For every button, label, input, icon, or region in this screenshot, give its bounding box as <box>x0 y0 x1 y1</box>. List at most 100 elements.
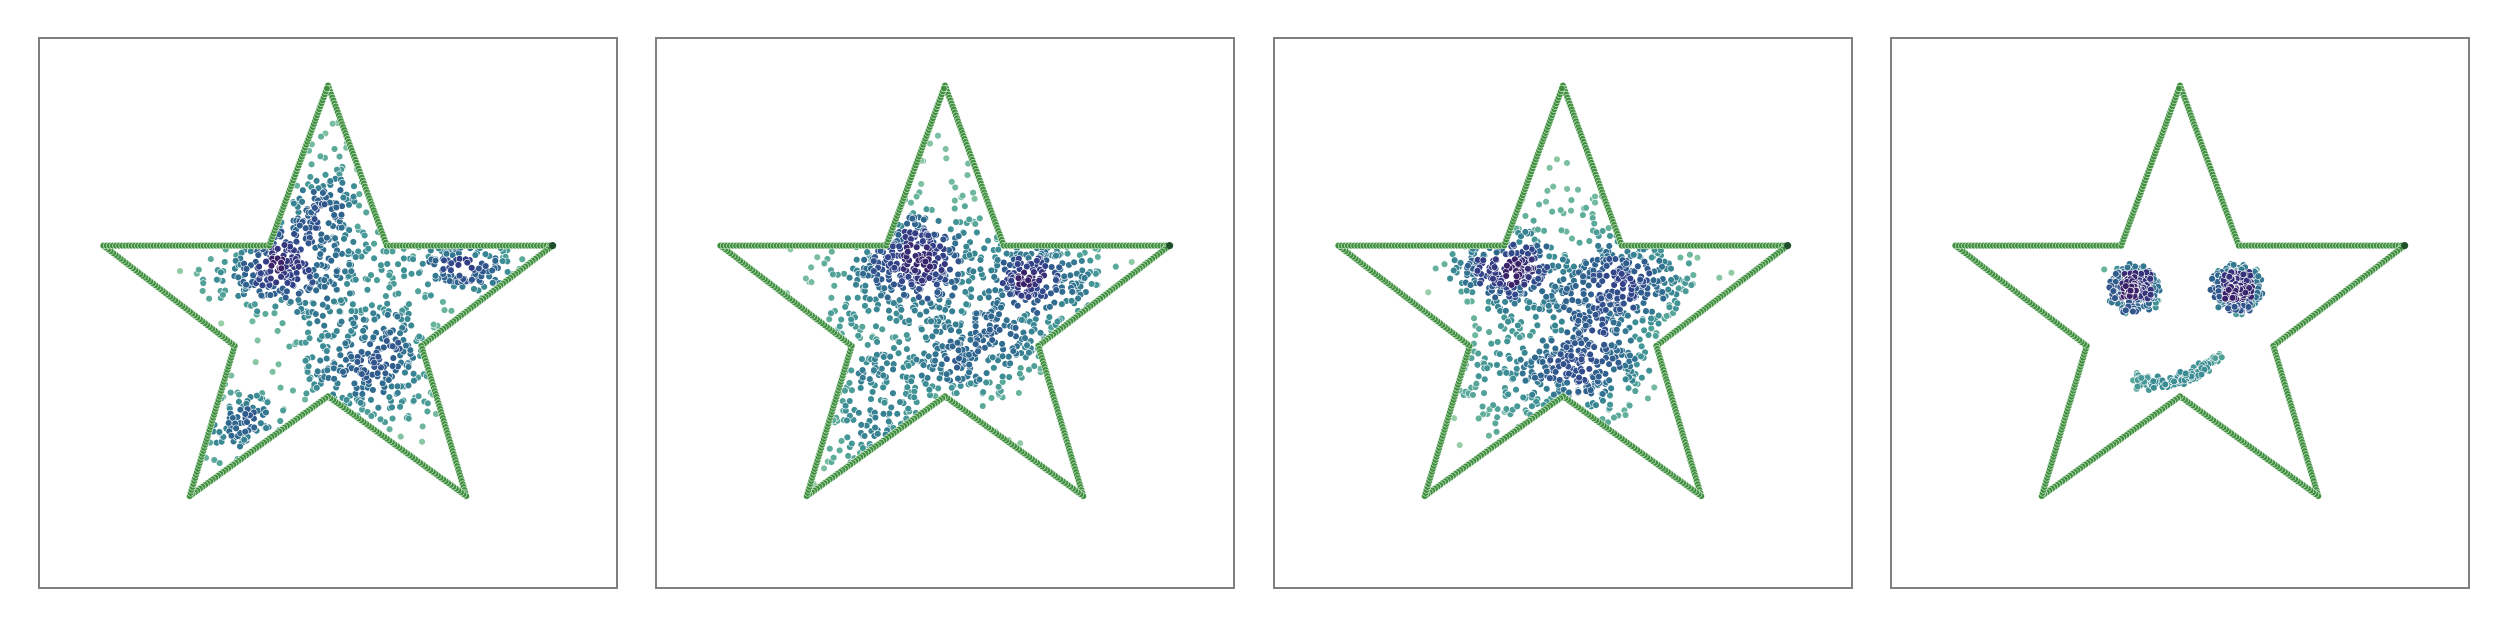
scatter-point <box>1543 367 1551 376</box>
scatter-point <box>330 375 338 383</box>
scatter-point <box>1070 258 1078 266</box>
scatter-point <box>890 344 898 352</box>
scatter-point <box>1493 338 1502 346</box>
scatter-point <box>1041 262 1049 270</box>
scatter-point <box>1557 206 1565 214</box>
scatter-point <box>991 286 1000 294</box>
scatter-point <box>836 322 844 331</box>
scatter-point <box>952 218 960 226</box>
scatter-point <box>858 366 867 374</box>
scatter-point <box>1450 266 1458 275</box>
scatter-point <box>278 319 287 327</box>
scatter-point <box>942 145 950 153</box>
scatter-point <box>1590 276 1598 285</box>
scatter-point <box>1559 268 1567 276</box>
scatter-point <box>880 398 889 407</box>
scatter-point <box>1094 253 1102 261</box>
scatter-point <box>859 270 867 278</box>
scatter-point <box>355 201 363 210</box>
scatter-point <box>877 291 885 300</box>
scatter-point <box>871 423 879 432</box>
scatter-point <box>955 327 963 336</box>
scatter-point <box>962 243 971 251</box>
scatter-point <box>316 250 325 258</box>
scatter-point <box>935 374 944 382</box>
scatter-point <box>446 277 454 285</box>
scatter-point <box>414 392 423 400</box>
scatter-point <box>400 254 408 263</box>
scatter-point <box>310 215 319 223</box>
scatter-point <box>267 262 276 270</box>
scatter-point <box>1575 329 1583 337</box>
scatter-point <box>370 254 378 262</box>
scatter-point <box>1060 272 1068 281</box>
scatter-point <box>925 352 933 360</box>
scatter-point <box>955 354 963 363</box>
scatter-point <box>1647 314 1655 323</box>
scatter-point <box>1497 322 1505 330</box>
scatter-point <box>866 375 874 383</box>
scatter-point <box>885 417 893 426</box>
scatter-point <box>381 369 390 377</box>
scatter-point <box>1727 269 1736 277</box>
scatter-point <box>1078 257 1086 265</box>
scatter-point <box>1667 276 1675 284</box>
scatter-point <box>861 302 869 310</box>
scatter-point <box>973 228 981 237</box>
scatter-point <box>217 319 225 328</box>
scatter-point <box>2150 384 2158 392</box>
scatter-point <box>199 279 207 287</box>
scatter-point <box>916 311 924 319</box>
scatter-point <box>820 464 828 473</box>
scatter-point <box>1050 298 1059 307</box>
scatter-point <box>363 286 372 294</box>
scatter-point <box>922 205 931 213</box>
scatter-point <box>323 366 331 374</box>
scatter-point <box>1542 242 1551 251</box>
scatter-point <box>1532 397 1540 406</box>
scatter-point <box>997 303 1005 312</box>
scatter-point <box>854 332 862 340</box>
scatter-point <box>1548 207 1556 216</box>
scatter-point <box>320 200 329 208</box>
scatter-point <box>1594 242 1602 250</box>
scatter-point <box>489 279 497 287</box>
scatter-point <box>1599 396 1607 405</box>
scatter-point <box>1502 272 1510 280</box>
scatter-point <box>240 436 248 444</box>
scatter-point <box>1512 272 1521 280</box>
scatter-point <box>1055 263 1063 272</box>
scatter-point <box>894 349 903 357</box>
scatter-point <box>1025 366 1033 374</box>
scatter-point <box>1519 369 1527 378</box>
scatter-point <box>948 307 956 315</box>
scatter-point <box>440 306 449 314</box>
scatter-point <box>1575 239 1584 247</box>
scatter-point <box>1553 155 1561 163</box>
scatter-point <box>1621 411 1630 419</box>
scatter-point <box>1621 327 1630 335</box>
scatter-point <box>1479 256 1487 264</box>
scatter-point <box>1609 318 1618 327</box>
scatter-point <box>1006 330 1015 338</box>
scatter-point <box>962 300 970 308</box>
scatter-point <box>880 284 888 292</box>
scatter-point <box>1514 321 1522 330</box>
scatter-point <box>941 260 949 268</box>
scatter-point <box>367 271 375 279</box>
scatter-point <box>1630 251 1638 259</box>
scatter-point <box>925 274 933 282</box>
scatter-point <box>1547 336 1556 345</box>
scatter-point <box>874 430 882 438</box>
scatter-point <box>2133 382 2142 391</box>
scatter-point <box>2229 261 2238 269</box>
scatter-point <box>1538 358 1547 366</box>
scatter-point <box>1448 250 1457 258</box>
scatter-point <box>1605 360 1613 368</box>
scatter-point <box>482 262 490 270</box>
scatter-point <box>1626 351 1634 360</box>
scatter-point <box>306 173 314 181</box>
scatter-point <box>1502 307 1510 315</box>
scatter-point <box>873 338 881 346</box>
scatter-point <box>409 255 417 263</box>
